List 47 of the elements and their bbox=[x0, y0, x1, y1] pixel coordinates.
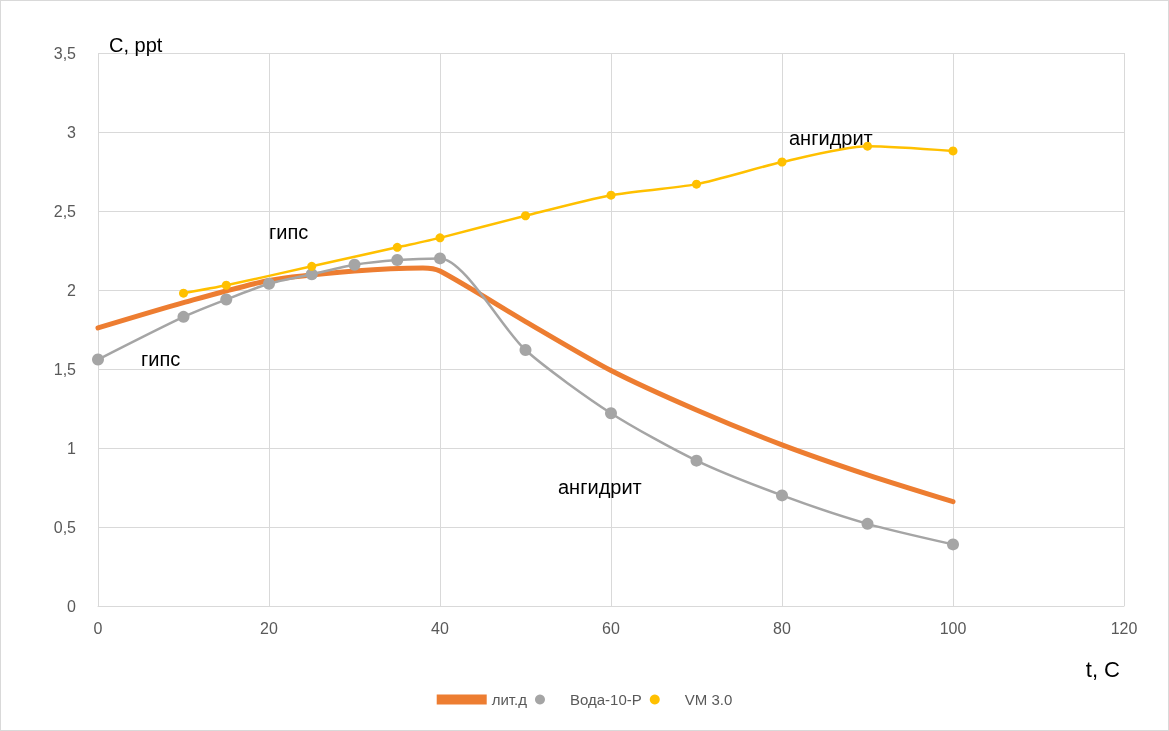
point bbox=[348, 258, 361, 271]
point bbox=[220, 293, 233, 306]
y-tick-label: 2 bbox=[67, 281, 77, 299]
point bbox=[392, 242, 402, 252]
x-tick-label: 60 bbox=[602, 619, 620, 637]
y-tick-label: 0 bbox=[67, 597, 77, 615]
x-tick-label: 80 bbox=[773, 619, 791, 637]
point bbox=[92, 353, 104, 366]
point bbox=[391, 253, 404, 266]
point bbox=[221, 280, 231, 290]
point bbox=[606, 190, 616, 200]
annotation: ангидрит bbox=[558, 476, 642, 498]
annotation: ангидрит bbox=[789, 127, 873, 149]
point bbox=[521, 211, 530, 221]
y-tick-label: 3 bbox=[67, 123, 77, 141]
point bbox=[776, 489, 788, 502]
point bbox=[519, 344, 532, 357]
x-tick-label: 100 bbox=[939, 619, 967, 637]
y-tick-label: 0,5 bbox=[53, 518, 77, 536]
point bbox=[777, 157, 787, 167]
x-tick-label: 0 bbox=[93, 619, 103, 637]
legend-label: Вода-10-Р bbox=[569, 691, 642, 708]
annotation: гипс bbox=[269, 221, 309, 243]
point bbox=[692, 179, 701, 189]
point bbox=[434, 252, 446, 265]
y-tick-label: 1 bbox=[67, 439, 77, 457]
y-axis-title: C, ppt bbox=[109, 34, 163, 56]
point bbox=[690, 454, 703, 467]
point bbox=[948, 146, 958, 156]
x-tick-label: 40 bbox=[431, 619, 449, 637]
point bbox=[947, 538, 959, 551]
legend-label: лит.д bbox=[491, 691, 528, 708]
x-tick-label: 20 bbox=[260, 619, 278, 637]
point bbox=[307, 261, 317, 271]
legend-label: VM 3.0 bbox=[684, 691, 733, 708]
point bbox=[263, 277, 275, 290]
point bbox=[177, 310, 190, 323]
point bbox=[861, 517, 874, 530]
annotation: гипс bbox=[141, 348, 181, 370]
y-tick-label: 1,5 bbox=[53, 360, 77, 378]
y-tick-label: 2,5 bbox=[53, 202, 77, 220]
y-tick-label: 3,5 bbox=[53, 44, 77, 62]
point bbox=[605, 407, 617, 420]
x-tick-label: 120 bbox=[1110, 619, 1138, 637]
point bbox=[179, 288, 188, 298]
point bbox=[435, 233, 445, 243]
x-axis-title: t, C bbox=[1085, 656, 1121, 682]
